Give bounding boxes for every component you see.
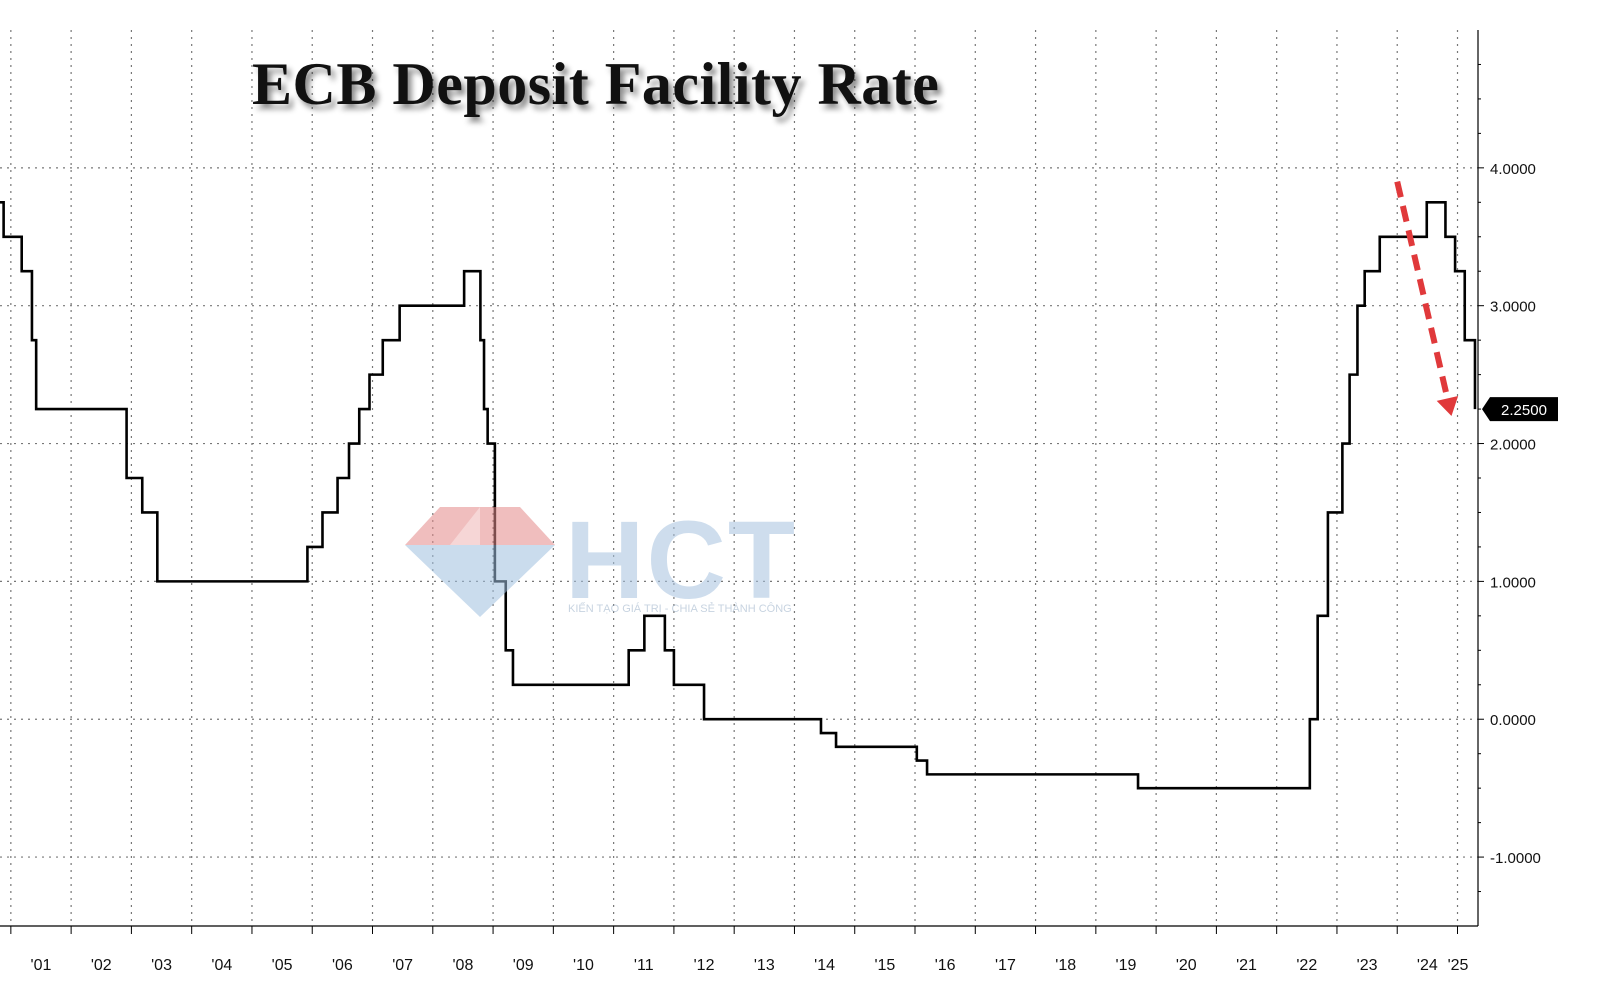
x-tick-label: '21 (1236, 957, 1257, 974)
x-tick-label: '05 (272, 957, 293, 974)
x-tick-label: '06 (332, 957, 353, 974)
y-tick-label: -1.0000 (1490, 850, 1541, 867)
series-layer (0, 201, 1477, 790)
x-tick-label: '13 (754, 957, 775, 974)
last-value-label: 2.2500 (1501, 402, 1547, 419)
watermark-text: HCT (565, 499, 798, 622)
x-tick-label: '20 (1176, 957, 1197, 974)
x-tick-label: '23 (1357, 957, 1378, 974)
y-tick-label: 4.0000 (1490, 161, 1536, 178)
arrow-shaft (1394, 180, 1451, 400)
grid (0, 30, 1478, 926)
watermark-tagline: KIẾN TẠO GIÁ TRỊ - CHIA SẺ THÀNH CÔNG (568, 603, 792, 615)
x-tick-label: '09 (513, 957, 534, 974)
x-tick-label: '24 (1417, 957, 1438, 974)
axes: -1.0000 0.0000 1.0000 2.0000 3.0000 4.0000 '01… (0, 30, 1558, 974)
annotation-arrow (1394, 180, 1459, 416)
x-tick-label: '08 (453, 957, 474, 974)
x-tick-label: '14 (814, 957, 835, 974)
x-tick-label: '19 (1116, 957, 1137, 974)
series-line (0, 201, 1477, 790)
y-tick-label: 2.0000 (1490, 437, 1536, 454)
watermark-logo: HCT KIẾN TẠO GIÁ TRỊ - CHIA SẺ THÀNH CÔN… (405, 499, 805, 625)
x-tick-label: '01 (31, 957, 52, 974)
x-tick-label: '18 (1055, 957, 1076, 974)
x-tick-label: '03 (151, 957, 172, 974)
x-tick-label: '22 (1296, 957, 1317, 974)
x-tick-label: '10 (573, 957, 594, 974)
x-tick-label: '17 (995, 957, 1016, 974)
x-tick-label: '25 (1448, 957, 1469, 974)
x-tick-label: '04 (211, 957, 232, 974)
y-tick-label: 0.0000 (1490, 712, 1536, 729)
x-tick-label: '15 (874, 957, 895, 974)
x-tick-label: '16 (935, 957, 956, 974)
x-tick-label: '12 (694, 957, 715, 974)
y-tick-label: 3.0000 (1490, 299, 1536, 316)
diamond-logo-icon (405, 507, 555, 617)
y-tick-label: 1.0000 (1490, 574, 1536, 591)
arrow-head-icon (1436, 395, 1459, 416)
last-value-badge (1482, 397, 1558, 422)
chart-title: ECB Deposit Facility Rate (252, 51, 940, 117)
x-tick-label: '11 (634, 957, 654, 974)
x-tick-label: '02 (91, 957, 112, 974)
x-tick-label: '07 (392, 957, 413, 974)
